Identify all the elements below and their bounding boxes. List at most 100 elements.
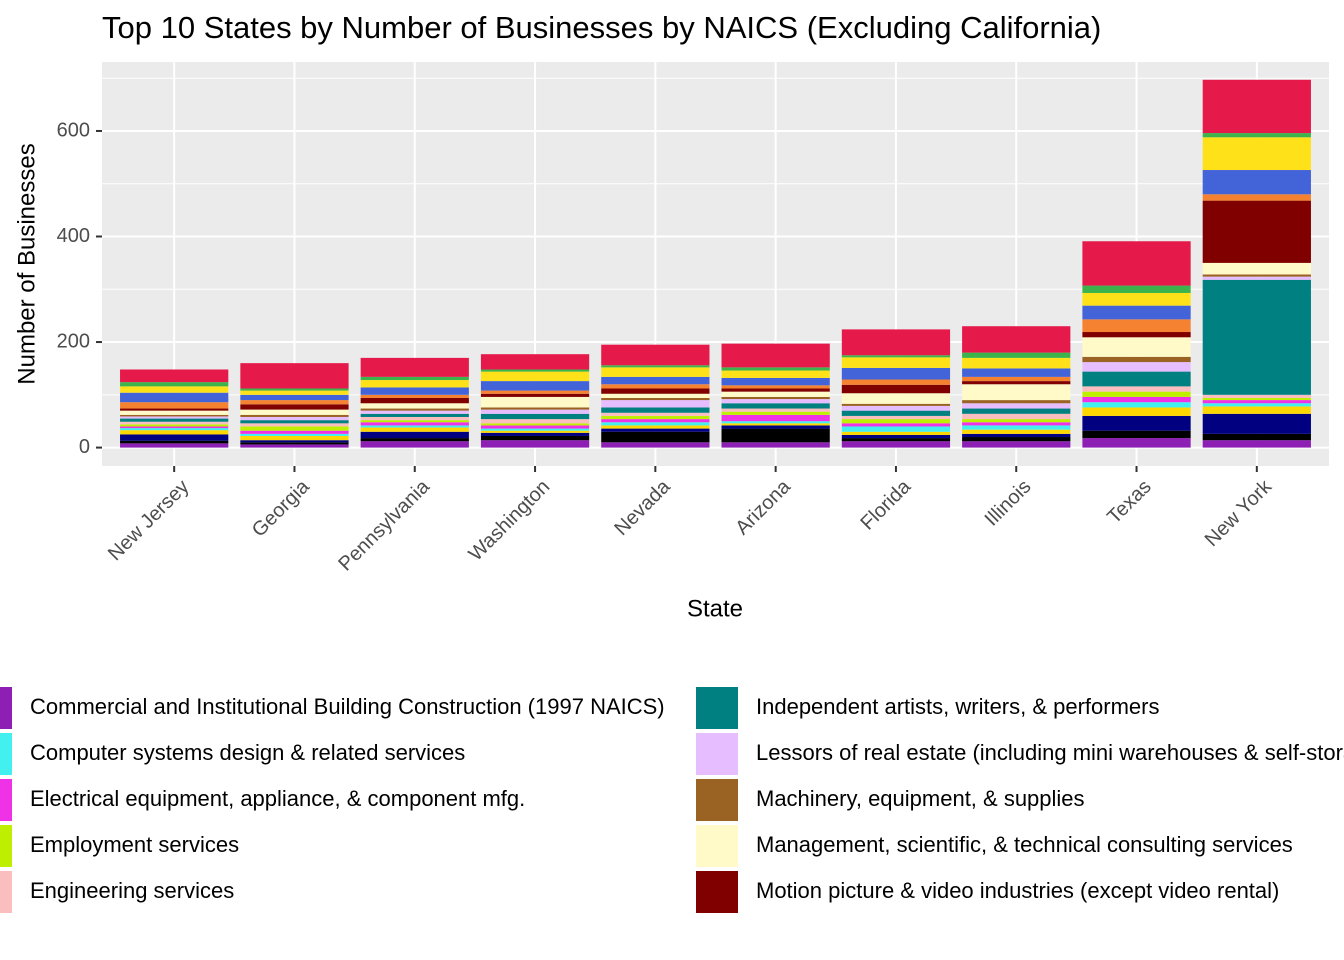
x-tick-label: Arizona [731, 475, 795, 539]
bar-segment [841, 438, 951, 442]
bar-segment [360, 380, 469, 388]
bar-segment [120, 418, 229, 422]
bar-segment [1082, 407, 1191, 416]
bar-segment [721, 367, 830, 371]
bar-segment [721, 396, 830, 400]
x-tick-label: Nevada [610, 475, 675, 540]
bar-segment [120, 430, 229, 435]
bar-segment [601, 376, 710, 385]
bar-segment [841, 403, 951, 406]
bar-segment [601, 367, 710, 377]
legend-label: Computer systems design & related servic… [30, 740, 465, 765]
bar-segment [721, 399, 830, 404]
bar-segment [240, 409, 349, 415]
bar-segment [841, 379, 951, 385]
bar-segment [480, 440, 590, 448]
bar-segment [480, 413, 590, 420]
legend: Commercial and Institutional Building Co… [0, 687, 1344, 913]
bar-segment [1082, 337, 1191, 357]
bar-segment [1202, 400, 1311, 404]
bar-segment [480, 430, 590, 433]
legend-label: Lessors of real estate (including mini w… [756, 740, 1344, 765]
bar-segment [601, 393, 710, 398]
bar-segment [962, 384, 1071, 401]
bar-segment [962, 429, 1071, 434]
bar-segment [721, 391, 830, 397]
bar-segment [1202, 133, 1311, 138]
bar-segment [120, 434, 229, 441]
bar-segment [120, 421, 229, 425]
bar-segment [721, 423, 830, 426]
bar-segment [360, 357, 469, 377]
bar-segment [120, 443, 229, 448]
bar-segment [1082, 371, 1191, 387]
bar-segment [120, 408, 229, 411]
bar-segment [120, 414, 229, 417]
bar-segment [240, 420, 349, 424]
bar-segment [360, 387, 469, 395]
bar-segment [1082, 391, 1191, 397]
bar-segment [962, 419, 1071, 423]
bar-segment [480, 393, 590, 397]
bar-segment [480, 425, 590, 429]
bar-segment [601, 344, 710, 366]
bar-segment [841, 357, 951, 368]
legend-label: Employment services [30, 832, 239, 857]
bar-segment [1202, 279, 1311, 395]
bar-segment [240, 404, 349, 410]
bar-segment [721, 414, 830, 422]
bar-segment [841, 384, 951, 394]
bar-segment [120, 369, 229, 383]
bar-segment [721, 370, 830, 378]
bar-segment [841, 434, 951, 439]
bar-segment [1082, 356, 1191, 363]
bar-segment [480, 354, 590, 370]
legend-key [0, 871, 12, 913]
bar-segment [360, 403, 469, 409]
bar-segment [240, 423, 349, 427]
bar-segment [721, 403, 830, 409]
bar-segment [601, 388, 710, 394]
bar-segment [841, 426, 951, 432]
x-tick-label: New Jersey [104, 476, 193, 565]
bar-segment [841, 355, 951, 358]
bar-segment [1082, 362, 1191, 372]
bar-segment [721, 377, 830, 386]
bar-segment [360, 410, 469, 414]
bar-segment [962, 376, 1071, 382]
bar-segment [962, 425, 1071, 430]
bar-segment [1202, 394, 1311, 398]
bar-segment [962, 352, 1071, 358]
bar-segment [240, 416, 349, 421]
bar-segment [601, 422, 710, 426]
bar-segment [721, 343, 830, 368]
legend-label: Commercial and Institutional Building Co… [30, 694, 665, 719]
legend-key [0, 733, 12, 775]
bar-segment [480, 371, 590, 382]
bar-segment [962, 326, 1071, 353]
bar-segment [240, 440, 349, 443]
chart-title: Top 10 States by Number of Businesses by… [102, 10, 1101, 45]
bar-segment [1202, 274, 1311, 277]
legend-key [696, 687, 738, 729]
bar-segment [1202, 200, 1311, 263]
bar-segment [360, 376, 469, 381]
bar-segment [240, 388, 349, 391]
bar-segment [962, 433, 1071, 438]
bar-segment [601, 419, 710, 423]
bar-segment [480, 435, 590, 441]
bar-segment [1202, 403, 1311, 407]
bar-segment [721, 421, 830, 424]
legend-label: Independent artists, writers, & performe… [756, 694, 1160, 719]
bar-segment [1082, 332, 1191, 338]
bar-segment [1082, 292, 1191, 306]
bar-segment [240, 444, 349, 448]
x-tick-label: Pennsylvania [334, 475, 434, 575]
bar-segment [120, 382, 229, 387]
legend-key [696, 871, 738, 913]
bar-segment [1202, 413, 1311, 434]
bar-segment [962, 413, 1071, 420]
y-tick-label: 0 [79, 436, 90, 458]
bar-segment [841, 367, 951, 380]
bar-segment [360, 420, 469, 423]
